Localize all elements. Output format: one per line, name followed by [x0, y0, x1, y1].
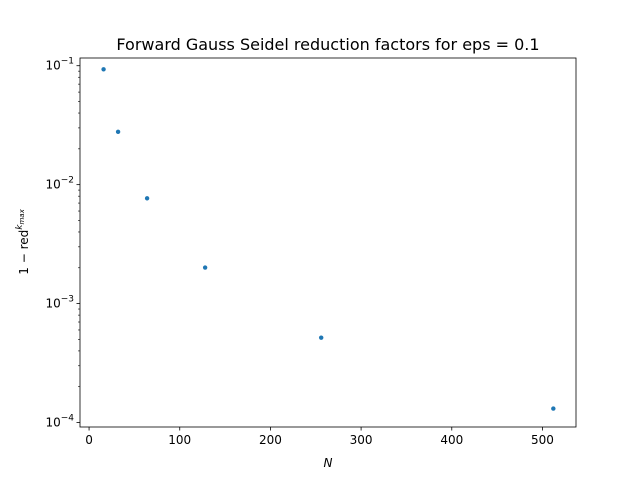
y-axis-label: 1 − redkmax — [15, 208, 31, 274]
data-point — [202, 265, 208, 270]
data-point — [101, 67, 106, 72]
y-tick-label: 10−4 — [45, 414, 74, 430]
y-tick-label: 10−1 — [45, 57, 74, 73]
x-tick-label: 200 — [259, 433, 282, 447]
x-tick-label: 0 — [85, 433, 93, 447]
data-point — [551, 406, 556, 411]
x-axis-label: N — [324, 456, 333, 470]
y-tick-label: 10−3 — [45, 295, 74, 311]
data-point — [115, 129, 121, 135]
data-point — [318, 335, 324, 340]
data-points — [101, 67, 556, 411]
y-axis-label-base: 1 − red — [17, 230, 31, 275]
y-axis-label-exponent: k — [15, 224, 25, 230]
plot-area — [79, 57, 577, 428]
data-point — [144, 196, 150, 201]
chart-title: Forward Gauss Seidel reduction factors f… — [116, 35, 539, 54]
y-axis-label-exponent-subscript: max — [18, 208, 26, 224]
y-axis: 10−1 10−2 10−3 10−4 — [45, 57, 80, 430]
x-tick-label: 300 — [350, 433, 373, 447]
y-tick-label: 10−2 — [45, 176, 74, 192]
x-axis: 0 100 200 300 400 500 — [85, 427, 554, 447]
x-tick-label: 500 — [531, 433, 554, 447]
x-tick-label: 100 — [168, 433, 191, 447]
x-tick-label: 400 — [440, 433, 463, 447]
plot-frame — [79, 57, 577, 428]
